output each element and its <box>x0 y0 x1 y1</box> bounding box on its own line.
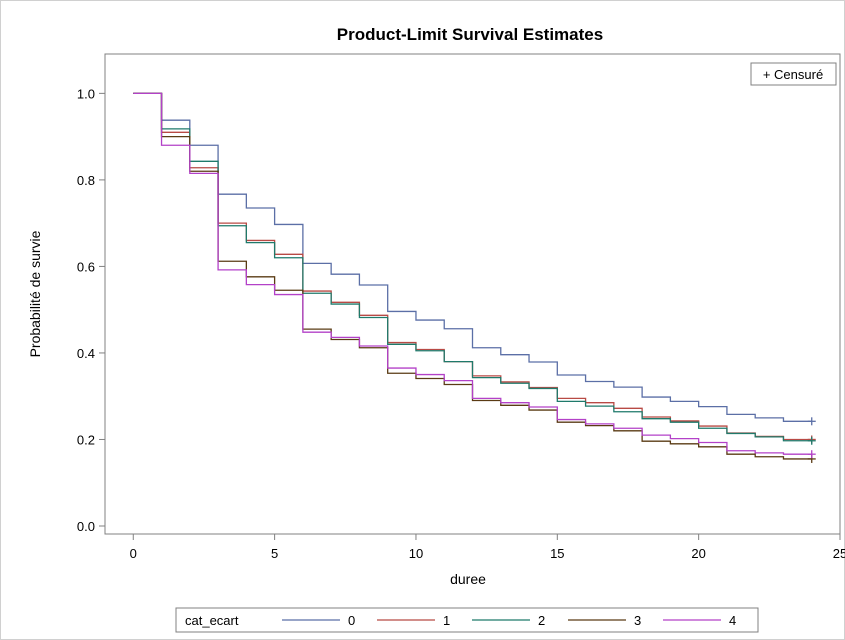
legend-title: cat_ecart <box>185 613 239 628</box>
series-line-0 <box>133 92 812 422</box>
y-tick-label: 1.0 <box>77 86 95 101</box>
x-tick-label: 15 <box>550 546 564 561</box>
censor-mark-0 <box>807 417 816 426</box>
censor-legend-label: + Censuré <box>763 67 823 82</box>
legend-label-3: 3 <box>634 613 641 628</box>
legend-label-4: 4 <box>729 613 736 628</box>
y-tick-label: 0.0 <box>77 519 95 534</box>
x-tick-label: 5 <box>271 546 278 561</box>
censor-mark-4 <box>807 450 816 459</box>
y-axis: 0.0 0.2 0.4 0.6 0.8 1.0 <box>77 86 105 534</box>
censor-legend: + Censuré <box>750 62 837 86</box>
legend-label-1: 1 <box>443 613 450 628</box>
series-line-2 <box>133 92 812 442</box>
series-layer <box>133 92 816 463</box>
legend-box <box>175 607 759 633</box>
legend: cat_ecart 0 1 2 3 4 <box>175 607 759 633</box>
y-tick-label: 0.6 <box>77 259 95 274</box>
x-tick-label: 20 <box>691 546 705 561</box>
x-axis-label: duree <box>450 571 486 587</box>
x-tick-label: 10 <box>409 546 423 561</box>
censor-legend-box <box>750 62 837 86</box>
x-tick-label: 0 <box>130 546 137 561</box>
y-axis-label: Probabilité de survie <box>27 230 43 357</box>
chart-title: Product-Limit Survival Estimates <box>337 25 603 44</box>
series-line-4 <box>133 92 812 455</box>
plot-area <box>104 53 841 535</box>
x-axis: 0 5 10 15 20 25 <box>130 534 845 561</box>
y-tick-label: 0.8 <box>77 173 95 188</box>
x-tick-label: 25 <box>833 546 845 561</box>
legend-label-0: 0 <box>348 613 355 628</box>
legend-label-2: 2 <box>538 613 545 628</box>
y-tick-label: 0.2 <box>77 432 95 447</box>
y-tick-label: 0.4 <box>77 346 95 361</box>
censor-mark-2 <box>807 436 816 445</box>
